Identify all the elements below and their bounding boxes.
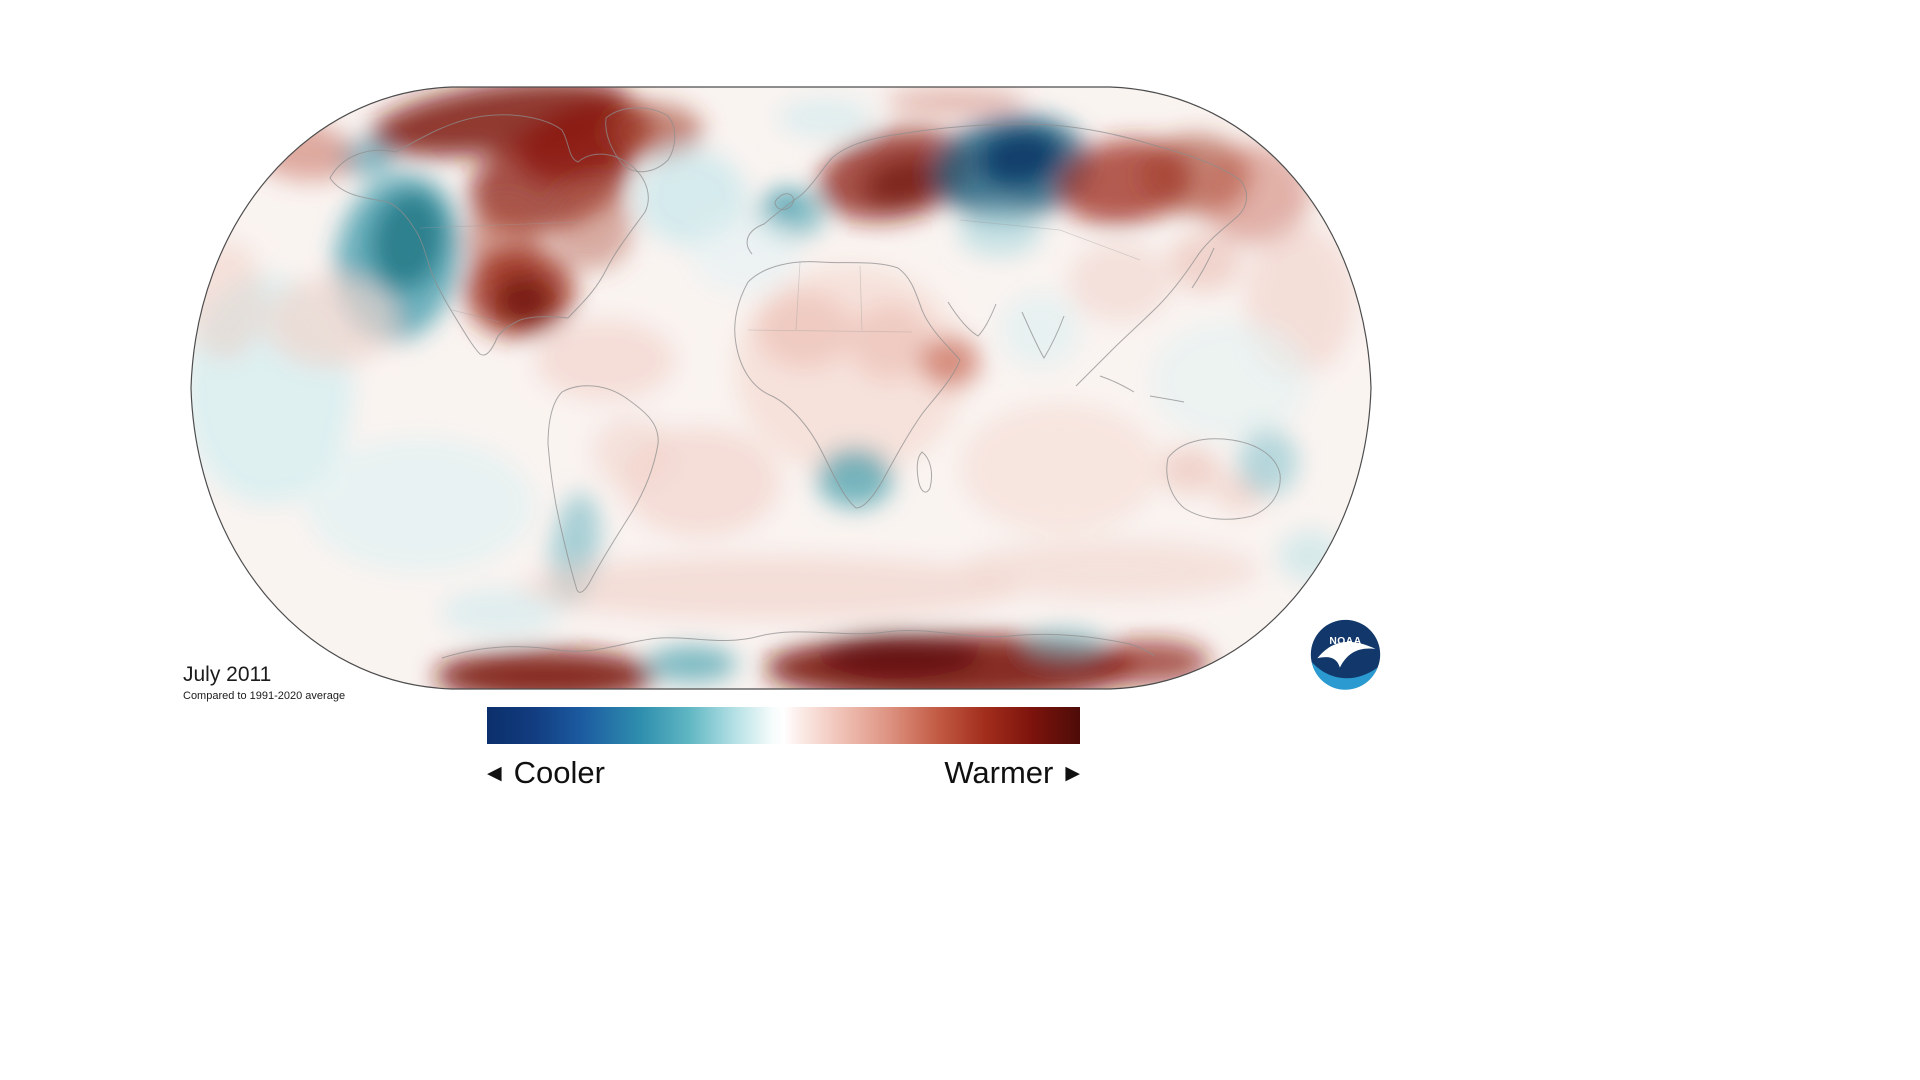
cooler-label: Cooler [513, 755, 605, 790]
anomaly-west-atlantic-warm [535, 320, 675, 400]
coast-japan [1191, 247, 1215, 289]
cooler-arrow-icon: ◀ [487, 762, 502, 784]
border-china [1059, 229, 1141, 261]
anomaly-southern-ocean-warm-band [520, 556, 1020, 620]
coast-madagascar [916, 451, 933, 493]
anomaly-southern-indian-warm-band [960, 540, 1260, 600]
anomaly-nw-russia-warm-core [863, 156, 947, 208]
anomaly-brazil-warm [592, 416, 672, 488]
anomaly-antarctica-warm-far-east [1090, 640, 1210, 684]
map-title: July 2011 [183, 663, 272, 686]
anomaly-china-warm-wash [1068, 242, 1172, 322]
anomaly-west-pacific-cool-wash [1150, 320, 1310, 440]
anomaly-kamchatka-warm [1200, 145, 1310, 245]
warmer-arrow-icon: ▶ [1065, 762, 1080, 784]
border-africa-west [795, 261, 801, 331]
coast-indonesia [1099, 375, 1185, 403]
coastlines [329, 107, 1281, 659]
map-caption: July 2011 Compared to 1991-2020 average [183, 663, 345, 702]
anomaly-arctic-europe-cool [777, 98, 873, 138]
anomaly-greenland-warm [607, 104, 703, 160]
map-subtitle: Compared to 1991-2020 average [183, 690, 346, 703]
anomaly-arctic-top-warm-streak [885, 88, 1025, 116]
projection-outline [190, 86, 1372, 690]
coast-india [1021, 311, 1065, 359]
border-us-canada [419, 221, 581, 229]
anomaly-japan-warm [1169, 232, 1241, 292]
anomaly-east-australia-cool [1238, 428, 1298, 496]
border-us-mexico [451, 309, 501, 323]
warmer-label: Warmer [944, 755, 1054, 790]
anomaly-west-siberia-cool-core [978, 129, 1062, 187]
anomaly-south-africa-cool [817, 448, 893, 508]
anomaly-india-cool-wash [1000, 292, 1080, 368]
border-russia-kazakh [959, 219, 1061, 231]
cooler-legend: ◀ Cooler [487, 755, 605, 791]
coast-south-america [547, 385, 659, 593]
anomaly-subtropic-pacific-warm [265, 277, 395, 367]
anomaly-west-australia-warm [1160, 446, 1220, 494]
anomaly-horn-africa-warm [920, 336, 980, 388]
anomaly-sudan-warm [850, 304, 930, 380]
anomaly-texas-warm-core [494, 274, 554, 326]
anomaly-antarctica-cool-east [1025, 628, 1105, 656]
coast-eurasia [746, 123, 1247, 387]
anomaly-gulf-alaska-cool-core [371, 190, 445, 290]
anomaly-south-pacific-cool [305, 437, 535, 573]
anomaly-layer [191, 87, 1355, 689]
legend-labels: ◀ Cooler Warmer ▶ [487, 750, 1080, 796]
anomaly-left-edge-warm-wash [191, 240, 265, 360]
coast-africa [734, 261, 961, 509]
anomaly-antarctica-warm-core [820, 633, 980, 677]
coast-uk [774, 193, 795, 211]
country-borders [419, 219, 1141, 333]
anomaly-tasman-cool [1278, 530, 1342, 582]
coast-australia [1166, 438, 1281, 520]
border-africa-east [859, 265, 863, 331]
noaa-logo: NOAA [1310, 619, 1381, 690]
anomaly-europe-wash-cool [690, 215, 800, 295]
noaa-logo-wave [1311, 662, 1378, 690]
anomaly-antarctica-cool-notch [647, 646, 737, 682]
anomaly-kazakh-cool [958, 208, 1042, 256]
anomaly-indian-ocean-warm [960, 403, 1160, 533]
coast-arabia [947, 301, 997, 337]
anomaly-hudson-warm [550, 180, 634, 270]
coast-north-america [329, 114, 649, 356]
coast-antarctica [441, 629, 1155, 659]
warmer-legend: Warmer ▶ [944, 755, 1080, 791]
anomaly-antarctica-warm-west [435, 650, 655, 689]
anomaly-sahara-warm [757, 292, 853, 368]
noaa-logo-text: NOAA [1329, 636, 1361, 647]
border-sahara [747, 329, 913, 333]
colorbar [487, 707, 1080, 744]
anomaly-southern-ocean-cool [440, 588, 560, 636]
noaa-seagull-icon [1317, 641, 1376, 668]
coast-greenland [605, 107, 676, 173]
